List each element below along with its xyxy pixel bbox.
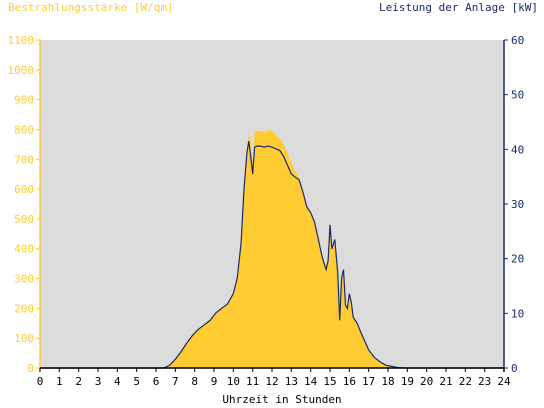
- x-tick-label: 12: [265, 375, 278, 388]
- left-axis-title: Bestrahlungsstärke [W/qm]: [8, 1, 174, 14]
- x-tick-label: 4: [114, 375, 121, 388]
- left-tick-label: 900: [14, 94, 34, 107]
- x-tick-label: 11: [246, 375, 259, 388]
- x-tick-label: 3: [95, 375, 102, 388]
- right-tick-label: 40: [511, 143, 524, 156]
- left-tick-label: 600: [14, 183, 34, 196]
- left-tick-label: 1000: [8, 64, 35, 77]
- x-tick-label: 23: [478, 375, 491, 388]
- right-tick-label: 20: [511, 253, 524, 266]
- x-tick-label: 14: [304, 375, 318, 388]
- x-tick-label: 0: [37, 375, 44, 388]
- x-tick-label: 5: [133, 375, 140, 388]
- x-tick-label: 1: [56, 375, 63, 388]
- x-tick-label: 17: [362, 375, 375, 388]
- x-tick-label: 10: [227, 375, 240, 388]
- left-tick-label: 100: [14, 332, 34, 345]
- x-tick-label: 24: [497, 375, 511, 388]
- x-tick-label: 19: [401, 375, 414, 388]
- x-tick-label: 2: [75, 375, 82, 388]
- x-tick-label: 8: [191, 375, 198, 388]
- x-tick-label: 15: [323, 375, 336, 388]
- x-tick-label: 9: [211, 375, 218, 388]
- left-tick-label: 200: [14, 302, 34, 315]
- power-line: [40, 141, 504, 369]
- right-tick-label: 50: [511, 89, 524, 102]
- x-tick-label: 21: [439, 375, 452, 388]
- x-tick-label: 18: [381, 375, 394, 388]
- left-tick-label: 300: [14, 273, 34, 286]
- x-tick-label: 22: [459, 375, 472, 388]
- left-tick-label: 700: [14, 153, 34, 166]
- axis-layer: 0100200300400500600700800900100011000102…: [8, 34, 525, 388]
- left-tick-label: 500: [14, 213, 34, 226]
- series-layer: [40, 129, 504, 369]
- right-axis-title: Leistung der Anlage [kW]: [379, 1, 538, 14]
- right-tick-label: 0: [511, 362, 518, 375]
- left-tick-label: 0: [27, 362, 34, 375]
- irradiance-area: [40, 129, 504, 368]
- right-tick-label: 10: [511, 307, 524, 320]
- right-tick-label: 30: [511, 198, 524, 211]
- x-tick-label: 13: [285, 375, 298, 388]
- x-tick-label: 20: [420, 375, 433, 388]
- x-tick-label: 6: [153, 375, 160, 388]
- x-axis-label: Uhrzeit in Stunden: [222, 393, 342, 406]
- left-tick-label: 400: [14, 243, 34, 256]
- x-tick-label: 7: [172, 375, 179, 388]
- left-tick-label: 1100: [8, 34, 35, 47]
- x-tick-label: 16: [343, 375, 356, 388]
- right-tick-label: 60: [511, 34, 524, 47]
- left-tick-label: 800: [14, 123, 34, 136]
